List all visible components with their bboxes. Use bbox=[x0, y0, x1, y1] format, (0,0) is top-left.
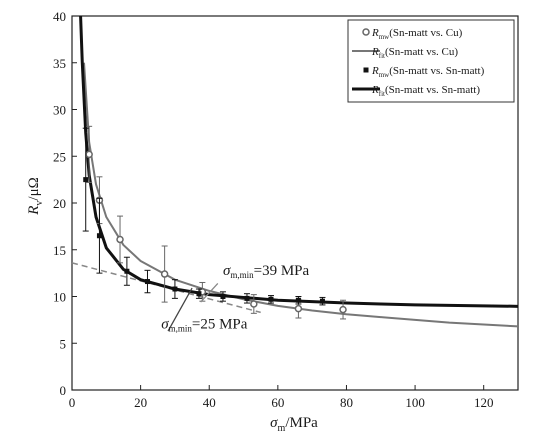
series-layer bbox=[79, 15, 519, 328]
x-tick-label: 80 bbox=[340, 395, 353, 410]
legend-entry-text: (Sn-matt vs. Sn-matt) bbox=[389, 65, 484, 77]
axis-layer: 0 20 40 60 80 100 120 0 5 10 15 20 25 30 35 40 bbox=[53, 9, 493, 410]
data-point-circle bbox=[294, 304, 303, 313]
data-point-circle bbox=[160, 270, 169, 278]
data-point-square bbox=[295, 297, 301, 303]
legend-entry: Rmw(Sn-matt vs. Sn-matt) bbox=[371, 65, 485, 79]
legend-entry: Rfit(Sn-matt vs. Cu) bbox=[371, 46, 458, 60]
y-axis-label-symbol: R bbox=[26, 206, 42, 216]
annotation-label-subscript: m,min bbox=[230, 270, 254, 280]
legend: Rmw(Sn-matt vs. Cu)Rfit(Sn-matt vs. Cu)R… bbox=[347, 19, 515, 103]
data-point-square bbox=[83, 177, 89, 183]
legend-square-swatch bbox=[363, 67, 369, 73]
y-tick-label: 0 bbox=[60, 383, 67, 398]
legend-circle-swatch bbox=[362, 28, 370, 36]
y-axis-label: Rv/μΩ bbox=[26, 177, 45, 216]
annotation-label-symbol: σ bbox=[161, 316, 169, 332]
data-point-square bbox=[172, 286, 178, 292]
y-tick-label: 25 bbox=[53, 149, 66, 164]
x-axis-label-unit: /MPa bbox=[285, 415, 318, 431]
x-tick-label: 100 bbox=[405, 395, 425, 410]
x-tick-label: 60 bbox=[271, 395, 284, 410]
y-tick-label: 30 bbox=[53, 103, 66, 118]
annotation-label-text: =39 MPa bbox=[254, 263, 310, 279]
legend-entry-text: (Sn-matt vs. Cu) bbox=[385, 46, 458, 58]
data-point-circle bbox=[339, 305, 347, 314]
data-point-square bbox=[144, 279, 150, 285]
dashed-reference-line bbox=[71, 262, 261, 314]
data-point-square bbox=[220, 294, 226, 299]
x-tick-label: 40 bbox=[203, 395, 216, 410]
data-point-square bbox=[268, 296, 274, 302]
data-point-circle bbox=[85, 150, 93, 159]
y-tick-label: 15 bbox=[53, 243, 66, 258]
annotation-label-symbol: σ bbox=[223, 263, 231, 279]
data-point-square bbox=[124, 268, 130, 274]
y-axis-label-subscript: v bbox=[34, 201, 45, 206]
legend-entry-subscript: mw bbox=[379, 33, 390, 41]
legend-entry-subscript: fit bbox=[379, 90, 385, 98]
y-tick-label: 20 bbox=[53, 196, 66, 211]
data-point-square bbox=[96, 233, 102, 239]
annotation-label: σm,min=39 MPa bbox=[223, 263, 310, 280]
x-tick-label: 0 bbox=[69, 395, 76, 410]
y-tick-label: 35 bbox=[53, 56, 66, 71]
x-axis-label-symbol: σ bbox=[270, 415, 278, 431]
annotation-label: σm,min=25 MPa bbox=[161, 316, 248, 333]
annotation-pointer bbox=[200, 282, 219, 303]
legend-entry-subscript: fit bbox=[379, 52, 385, 60]
x-axis-label: σm/MPa bbox=[270, 415, 318, 434]
data-point-square bbox=[196, 291, 202, 297]
legend-entry-symbol: R bbox=[371, 84, 379, 96]
annotation-pointer bbox=[167, 287, 193, 332]
data-point-circle bbox=[116, 235, 124, 244]
x-tick-label: 120 bbox=[474, 395, 494, 410]
y-tick-label: 10 bbox=[53, 290, 66, 305]
data-point-square bbox=[319, 298, 325, 304]
reference-lines bbox=[71, 262, 261, 314]
legend-entry-symbol: R bbox=[371, 46, 379, 58]
x-tick-label: 20 bbox=[134, 395, 147, 410]
legend-entry-symbol: R bbox=[371, 27, 379, 39]
legend-entry-symbol: R bbox=[371, 65, 379, 77]
fit-curve-1 bbox=[83, 62, 519, 328]
legend-entry: Rmw(Sn-matt vs. Cu) bbox=[371, 27, 463, 41]
legend-entry-text: (Sn-matt vs. Cu) bbox=[389, 27, 462, 39]
annotation-label-subscript: m,min bbox=[169, 323, 193, 333]
legend-entry-subscript: mw bbox=[379, 71, 390, 79]
legend-entry: Rfit(Sn-matt vs. Sn-matt) bbox=[371, 84, 480, 98]
x-axis-label-subscript: m bbox=[278, 423, 286, 434]
legend-entry-text: (Sn-matt vs. Sn-matt) bbox=[385, 84, 480, 96]
annotation-label-text: =25 MPa bbox=[192, 316, 248, 332]
y-axis-label-unit: /μΩ bbox=[26, 177, 42, 200]
y-tick-label: 5 bbox=[60, 336, 67, 351]
data-point-square bbox=[244, 295, 250, 301]
y-tick-label: 40 bbox=[53, 9, 66, 24]
data-point-circle bbox=[250, 300, 258, 308]
